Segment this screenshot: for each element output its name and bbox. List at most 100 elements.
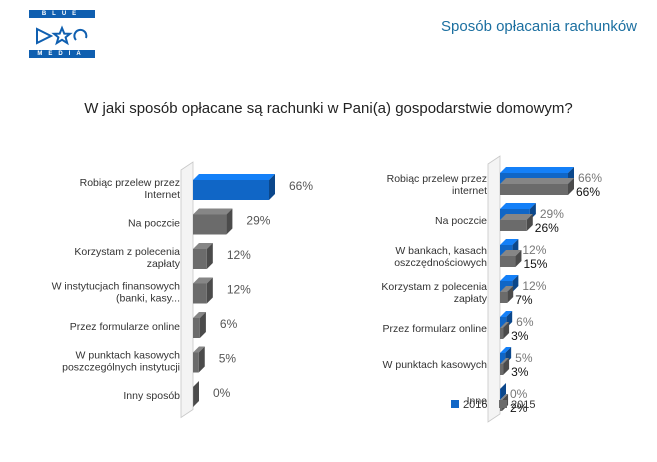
left-category-label-line: Robiąc przelew przez — [80, 177, 180, 189]
right-bar-2015 — [500, 358, 510, 375]
right-value-label-2016: 0% — [510, 387, 528, 401]
left-category-label-line: Przez formularze online — [70, 321, 180, 333]
left-bar — [193, 312, 206, 338]
right-bar-2015 — [500, 214, 533, 231]
right-bar-2016-top — [500, 275, 519, 281]
right-category-label-line: W punktach kasowych — [383, 359, 488, 371]
legend-swatch-2016 — [451, 400, 459, 408]
right-bar-2016 — [500, 383, 506, 400]
right-bar-2015-top — [500, 322, 510, 328]
star-icon — [51, 25, 73, 46]
right-category-label-line: oszczędnościowych — [394, 257, 487, 269]
right-bar-2015 — [500, 250, 522, 267]
right-category-label-line: zapłaty — [454, 293, 488, 305]
right-bar-2015 — [500, 322, 510, 339]
right-category-label-line: W bankach, kasach — [395, 245, 487, 257]
left-bar — [193, 381, 199, 407]
blue-media-logo: BLUE MEDIA — [29, 10, 95, 58]
right-bar-2015 — [500, 178, 574, 195]
right-value-label-2015: 2% — [510, 401, 528, 415]
left-bar-front — [193, 283, 207, 304]
right-value-label-2015: 3% — [511, 365, 529, 379]
left-bar — [193, 208, 233, 235]
left-bar — [193, 243, 213, 269]
right-bar-2015-top — [500, 394, 509, 400]
right-bar-2015-front — [500, 256, 516, 267]
left-bar-front — [193, 180, 269, 200]
right-bar-2015-front — [500, 364, 504, 375]
left-bar-top — [193, 174, 275, 180]
right-bar-2016-front — [500, 317, 507, 328]
left-category-label-line: zapłaty — [147, 258, 181, 270]
swirl-icon — [73, 28, 88, 41]
right-value-label-2015: 26% — [535, 221, 559, 235]
left-category-label-line: Inny sposób — [123, 390, 180, 402]
right-category-label-line: Przez formularz online — [383, 323, 488, 335]
left-bar-front — [193, 387, 194, 407]
right-category-label-line: internet — [452, 185, 487, 197]
left-bar — [193, 346, 205, 373]
left-bar-front — [193, 214, 227, 235]
left-value-label: 6% — [220, 317, 238, 331]
right-bar-2015-side — [568, 178, 574, 195]
right-axis-wall — [487, 155, 501, 423]
left-category-label-line: (banki, kasy... — [116, 293, 180, 305]
left-value-label: 5% — [219, 352, 237, 366]
right-bar-2015-top — [500, 250, 522, 256]
right-value-label-2016: 5% — [515, 351, 533, 365]
right-value-label-2015: 3% — [511, 329, 529, 343]
right-value-label-2015: 15% — [523, 257, 547, 271]
right-bar-2016-side — [512, 275, 519, 292]
left-category-label-line: poszczególnych instytucji — [62, 362, 180, 374]
right-bar-2015-front — [500, 328, 504, 339]
right-bar-2016-top — [500, 203, 536, 209]
right-value-label-2016: 12% — [522, 243, 546, 257]
right-bar-2015-front — [500, 184, 568, 195]
right-bar-2015-side — [503, 358, 510, 375]
left-category-label-line: Internet — [144, 189, 180, 201]
left-category-label-line: Korzystam z polecenia — [74, 246, 180, 258]
left-value-label: 12% — [227, 248, 251, 262]
right-bar-2016-top — [500, 239, 519, 245]
left-axis-wall — [180, 161, 194, 419]
right-bar-2015-front — [500, 292, 508, 303]
left-bar-top — [193, 208, 233, 215]
left-bar-side — [206, 243, 213, 269]
left-bar-front — [193, 318, 200, 338]
logo-top-bar: BLUE — [29, 10, 95, 18]
right-bar-2015 — [500, 286, 514, 303]
left-bar-side — [226, 208, 233, 235]
left-value-label: 12% — [227, 283, 251, 297]
left-bar — [193, 174, 275, 200]
right-bar-2016-top — [500, 167, 574, 173]
right-bar-2016-top — [500, 347, 512, 353]
logo-text-blue: BLUE — [41, 11, 83, 17]
right-bar-2016-side — [500, 383, 506, 400]
logo-icons — [36, 25, 88, 46]
right-category-label-line: Korzystam z polecenia — [381, 281, 487, 293]
right-bar-2015-side — [503, 322, 510, 339]
logo-text-media: MEDIA — [37, 51, 87, 57]
left-value-label: 0% — [213, 386, 231, 400]
left-category-label-line: W instytucjach finansowych — [52, 281, 181, 293]
right-value-label-2015: 66% — [576, 185, 600, 199]
right-bar-2015-side — [515, 250, 522, 267]
left-value-label: 29% — [246, 214, 270, 228]
left-bar-side — [198, 346, 205, 373]
right-value-label-2016: 12% — [522, 279, 546, 293]
right-value-label-2015: 7% — [515, 293, 533, 307]
right-bar-2015-front — [500, 220, 527, 231]
right-category-label-line: Na poczcie — [435, 215, 487, 227]
right-bar-2016-front — [500, 353, 506, 364]
right-category-label-line: Inne — [467, 395, 488, 407]
left-bar-side — [193, 381, 199, 407]
page-title: Sposób opłacania rachunków — [441, 18, 637, 35]
right-bar-2016-front — [500, 389, 501, 400]
right-bar-2015-top — [500, 214, 533, 220]
left-bar-front — [193, 249, 207, 269]
left-bar-top — [193, 243, 213, 249]
right-value-label-2016: 29% — [540, 207, 564, 221]
right-category-label-line: Robiąc przelew przez — [387, 173, 487, 185]
right-bar-2016-top — [500, 311, 513, 317]
